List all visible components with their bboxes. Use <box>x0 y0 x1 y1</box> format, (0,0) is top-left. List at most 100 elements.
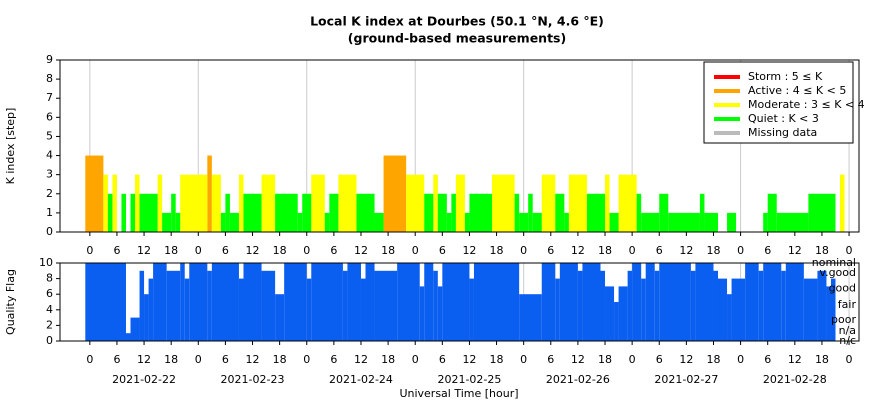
legend-label: Storm : 5 ≤ K <box>748 70 823 83</box>
bar <box>153 263 167 341</box>
x-tick-label: 18 <box>490 244 504 257</box>
bar <box>148 278 154 341</box>
bar <box>519 212 529 232</box>
bar <box>342 270 348 341</box>
bar <box>605 174 610 232</box>
x-tick-label: 18 <box>490 353 504 366</box>
legend-label: Missing data <box>748 126 817 139</box>
bar <box>189 263 208 341</box>
level-label: v.good <box>819 266 856 279</box>
bar <box>785 263 804 341</box>
bar <box>130 193 136 232</box>
bar <box>695 263 714 341</box>
bar <box>767 193 777 232</box>
level-label: n/a <box>839 324 856 337</box>
bar <box>528 193 533 232</box>
bar <box>541 263 556 341</box>
bar <box>641 278 646 341</box>
bar <box>469 278 474 341</box>
x-tick-label: 0 <box>737 244 744 257</box>
bar <box>618 286 628 341</box>
bar <box>446 212 452 232</box>
x-tick-label: 0 <box>846 353 853 366</box>
y-tick-label: 2 <box>46 318 53 331</box>
bar <box>207 155 212 232</box>
bar <box>586 193 606 232</box>
date-label: 2021-02-27 <box>654 373 718 386</box>
bar <box>424 263 434 341</box>
x-tick-label: 12 <box>246 353 260 366</box>
bar <box>564 212 569 232</box>
bar <box>103 174 108 232</box>
x-tick-label: 12 <box>679 353 693 366</box>
x-tick-label: 18 <box>164 244 178 257</box>
x-tick-label: 0 <box>303 244 310 257</box>
bar <box>107 193 113 232</box>
bar <box>275 294 285 341</box>
x-tick-label: 18 <box>598 244 612 257</box>
x-tick-label: 0 <box>520 353 527 366</box>
x-tick-label: 0 <box>86 244 93 257</box>
bar <box>555 278 560 341</box>
bar <box>374 212 384 232</box>
x-tick-label: 12 <box>137 244 151 257</box>
bar <box>727 212 737 232</box>
bar <box>519 294 542 341</box>
bar <box>713 270 718 341</box>
level-label: nominal <box>812 256 856 269</box>
bar <box>605 286 615 341</box>
y-tick-label: 4 <box>46 149 53 162</box>
x-tick-label: 0 <box>412 244 419 257</box>
x-tick-label: 12 <box>462 353 476 366</box>
date-label: 2021-02-25 <box>437 373 501 386</box>
x-tick-label: 6 <box>113 353 120 366</box>
y-tick-label: 7 <box>46 91 53 104</box>
bar <box>514 193 520 232</box>
bar <box>659 193 669 232</box>
x-tick-label: 0 <box>195 353 202 366</box>
x-tick-label: 12 <box>137 353 151 366</box>
x-tick-label: 6 <box>439 244 446 257</box>
bar <box>577 270 583 341</box>
x-tick-label: 6 <box>439 353 446 366</box>
bar <box>803 278 818 341</box>
bar <box>455 174 465 232</box>
bar <box>464 212 470 232</box>
bar <box>211 263 239 341</box>
bar <box>618 174 637 232</box>
x-tick-label: 6 <box>547 244 554 257</box>
bar <box>781 270 786 341</box>
bar <box>275 193 298 232</box>
y-tick-label: 3 <box>46 168 53 181</box>
bar <box>758 270 764 341</box>
bar <box>641 212 660 232</box>
bar <box>311 174 325 232</box>
x-tick-label: 0 <box>737 353 744 366</box>
x-tick-label: 12 <box>679 244 693 257</box>
x-tick-label: 18 <box>815 244 829 257</box>
bar <box>704 212 718 232</box>
x-tick-label: 0 <box>629 244 636 257</box>
bar <box>324 212 330 232</box>
bar <box>238 278 244 341</box>
bar <box>614 302 619 341</box>
bar <box>139 270 145 341</box>
x-tick-label: 12 <box>788 244 802 257</box>
bar <box>559 263 578 341</box>
bar <box>727 294 732 341</box>
date-label: 2021-02-28 <box>763 373 827 386</box>
bar <box>302 193 312 232</box>
x-axis-label: Universal Time [hour] <box>399 387 518 400</box>
plot-frame <box>59 262 860 342</box>
x-tick-label: 12 <box>571 353 585 366</box>
date-label: 2021-02-24 <box>329 373 393 386</box>
x-tick-label: 0 <box>195 244 202 257</box>
bar <box>473 263 520 341</box>
y-tick-label: 9 <box>46 53 53 66</box>
x-tick-label: 18 <box>381 244 395 257</box>
bar <box>374 270 398 341</box>
bar <box>668 212 700 232</box>
x-tick-label: 18 <box>598 353 612 366</box>
x-tick-label: 12 <box>246 244 260 257</box>
bar <box>817 270 827 341</box>
